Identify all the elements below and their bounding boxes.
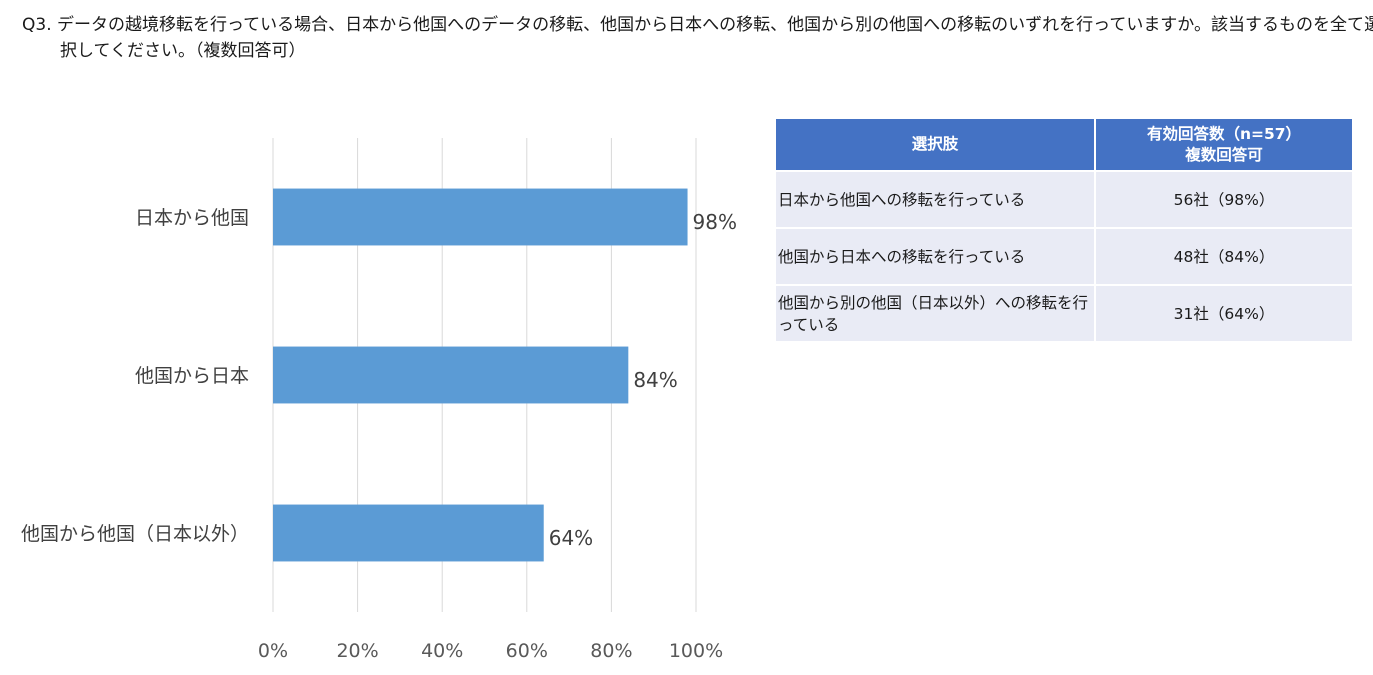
question-body: データの越境移転を行っている場合、日本から他国へのデータの移転、他国から日本への… [57,15,1373,61]
x-tick-label: 0% [258,640,288,662]
header-count-line2: 複数回答可 [1185,145,1263,164]
question-number: Q3. [22,15,52,35]
bar [273,188,688,246]
row-count: 48社（84%） [1095,227,1352,285]
header-option: 選択肢 [776,119,1096,171]
x-tick-label: 100% [669,640,723,662]
table-header-row: 選択肢 有効回答数（n=57） 複数回答可 [776,119,1352,171]
data-label: 98% [693,210,737,234]
row-option: 日本から他国への移転を行っている [776,170,1096,228]
x-tick-label: 40% [421,640,463,662]
category-label: 他国から他国（日本以外） [21,523,249,545]
bar-chart: 0% 20% 40% 60% 80% 100% 日本から他国 98% 他国から日本 84% 他国から… [21,138,737,662]
question-text: Q3. データの越境移転を行っている場合、日本から他国へのデータの移転、他国から… [22,12,1373,64]
x-tick-label: 60% [506,640,548,662]
table-row: 他国から別の他国（日本以外）への移転を行っている 31社（64%） [776,284,1352,341]
data-label: 84% [633,368,677,392]
row-option: 他国から別の他国（日本以外）への移転を行っている [776,284,1096,341]
row-count: 31社（64%） [1095,284,1352,341]
header-count: 有効回答数（n=57） 複数回答可 [1095,119,1352,171]
table-row: 日本から他国への移転を行っている 56社（98%） [776,170,1352,228]
table-row: 他国から日本への移転を行っている 48社（84%） [776,227,1352,285]
category-label: 他国から日本 [135,365,249,387]
x-tick-label: 80% [590,640,632,662]
bar [273,346,629,404]
x-tick-label: 20% [336,640,378,662]
row-count: 56社（98%） [1095,170,1352,228]
bar [273,504,544,562]
data-label: 64% [549,526,593,550]
summary-table: 選択肢 有効回答数（n=57） 複数回答可 日本から他国への移転を行っている 5… [776,119,1352,341]
category-label: 日本から他国 [135,207,249,229]
row-option: 他国から日本への移転を行っている [776,227,1096,285]
header-count-line1: 有効回答数（n=57） [1146,124,1302,143]
